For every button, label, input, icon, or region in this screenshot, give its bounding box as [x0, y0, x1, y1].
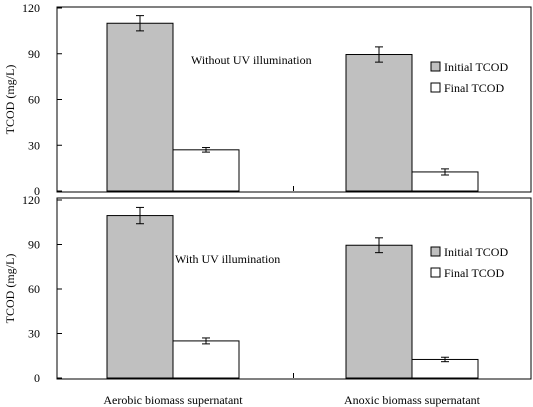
legend-label: Final TCOD: [444, 81, 504, 95]
legend-label: Final TCOD: [444, 266, 504, 280]
legend-swatch: [430, 267, 441, 278]
x-category-label: Anoxic biomass supernatant: [344, 393, 481, 407]
legend-swatch: [430, 61, 441, 72]
x-category-labels: Aerobic biomass supernatant Anoxic biomas…: [103, 393, 480, 407]
y-axis-label: TCOD (mg/L): [3, 254, 17, 324]
bar-final-tcod: [172, 340, 240, 379]
legend-label: Initial TCOD: [444, 245, 508, 259]
bar-initial-tcod: [345, 54, 413, 192]
bar-final-tcod: [172, 149, 240, 192]
y-tick-label: 0: [34, 184, 40, 198]
y-axis-label: TCOD (mg/L): [3, 65, 17, 135]
y-tick-label: 90: [28, 238, 40, 252]
legend-swatch: [430, 82, 441, 93]
legend-swatch: [430, 246, 441, 257]
chart-panel-2: 0 30 60 90 120 TCOD (mg/L) With UV illuminatio…: [3, 193, 532, 385]
y-tick-label: 0: [34, 371, 40, 385]
panel-annotation: Without UV illumination: [191, 53, 312, 67]
legend-label: Initial TCOD: [444, 60, 508, 74]
bar-final-tcod: [411, 358, 479, 379]
bar-initial-tcod: [106, 215, 174, 379]
bar-initial-tcod: [345, 244, 413, 379]
panel-annotation: With UV illumination: [175, 252, 280, 266]
chart-panel-1: 0 30 60 90 120 TCOD (mg/L) Without UV illumina…: [3, 1, 532, 198]
y-tick-label: 60: [28, 282, 40, 296]
y-tick-label: 120: [22, 1, 40, 15]
y-tick-label: 120: [22, 193, 40, 207]
bar-initial-tcod: [106, 22, 174, 192]
y-tick-label: 30: [28, 327, 40, 341]
y-tick-label: 90: [28, 47, 40, 61]
y-tick-label: 30: [28, 138, 40, 152]
x-category-label: Aerobic biomass supernatant: [103, 393, 243, 407]
y-tick-label: 60: [28, 93, 40, 107]
